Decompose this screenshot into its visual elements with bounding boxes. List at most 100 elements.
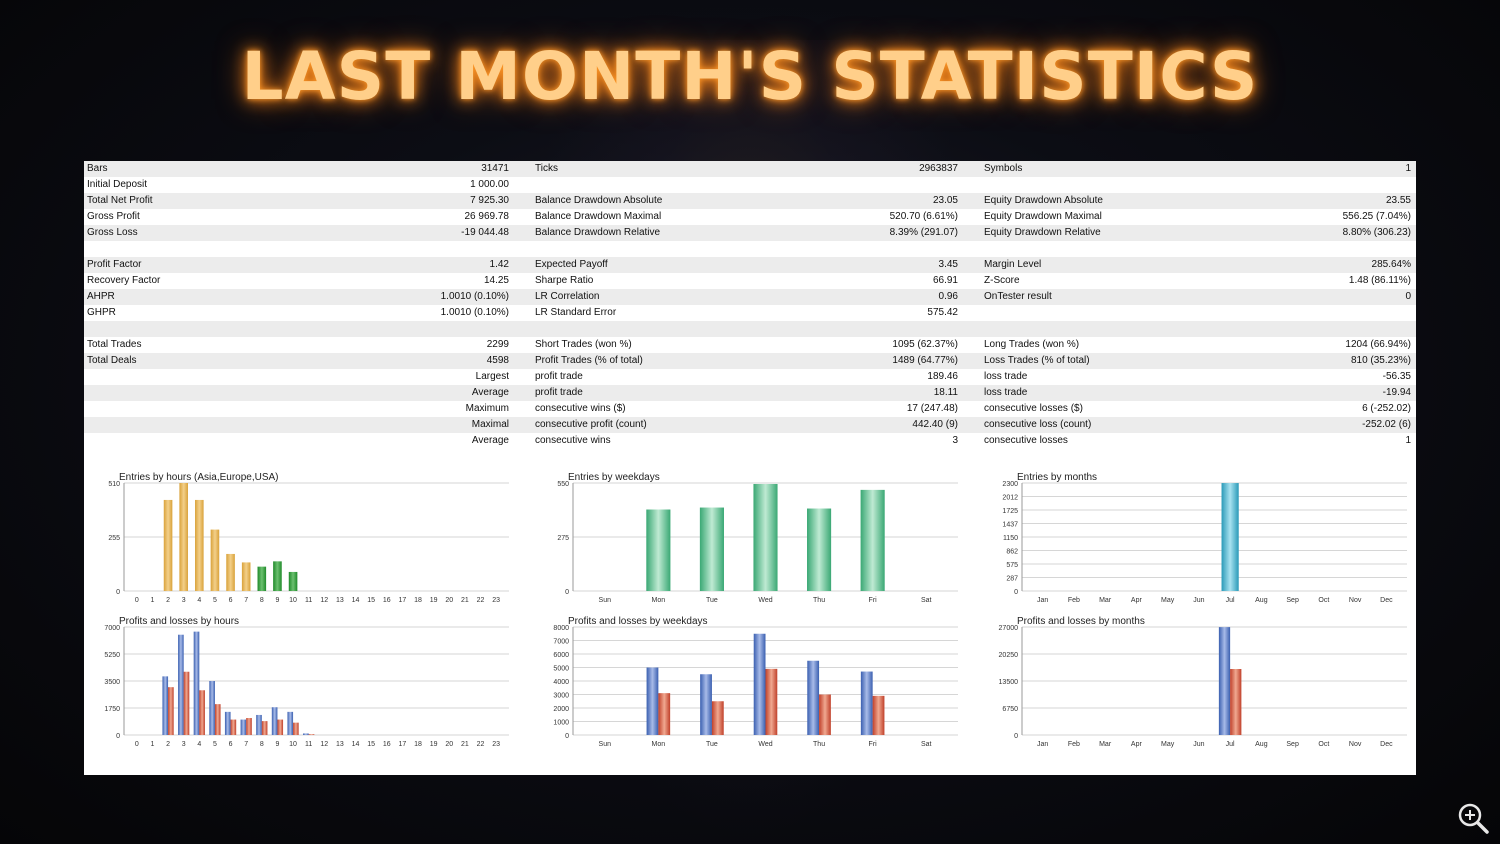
x-tick-label: 0 (135, 741, 139, 748)
x-tick-label: 11 (305, 597, 312, 604)
loss-bar (711, 701, 724, 735)
stat-value: 189.46 (927, 371, 958, 382)
y-tick-label: 13500 (999, 679, 1019, 686)
stat-row (84, 321, 1416, 337)
loss-bar (214, 704, 221, 735)
x-tick-label: Jul (1226, 597, 1235, 604)
stat-row: GHPR 1.0010 (0.10%) LR Standard Error 575.4… (84, 305, 1416, 321)
y-tick-label: 7000 (553, 639, 569, 646)
loss-bar (277, 719, 284, 735)
loss-bar (293, 722, 299, 735)
x-tick-label: Tue (706, 741, 718, 748)
x-tick-label: 12 (320, 741, 328, 748)
chart-title: Entries by weekdays (568, 472, 660, 483)
x-tick-label: Jun (1193, 597, 1204, 604)
loss-bar (872, 695, 885, 735)
stat-value: Largest (475, 371, 509, 382)
stat-value: Maximum (465, 403, 509, 414)
x-tick-label: Sep (1286, 741, 1299, 748)
stat-value: 1 (1405, 435, 1411, 446)
x-tick-label: Thu (813, 597, 825, 604)
stat-label: Gross Loss (87, 227, 138, 238)
stat-label: Initial Deposit (87, 179, 148, 190)
stat-label: consecutive wins (535, 435, 611, 446)
profit-bar (256, 714, 262, 735)
profits-losses-by-months-chart: Profits and losses by months 27000 20250 13… (992, 613, 1416, 753)
stat-value (1184, 243, 1411, 257)
zoom-in-icon[interactable] (1455, 800, 1491, 836)
profit-bar (1218, 627, 1231, 735)
stat-value (304, 323, 509, 337)
x-tick-label: 0 (135, 597, 139, 604)
stat-value: 3 (952, 435, 958, 446)
x-tick-label: Aug (1255, 741, 1268, 748)
profit-bar (287, 711, 294, 735)
strategy-report-panel: Bars 31471 Ticks 2963837 Symbols 1 Initial Dep… (84, 161, 1416, 775)
stat-label: LR Correlation (535, 291, 600, 302)
stat-row: Total Net Profit 7 925.30 Balance Drawdown… (84, 193, 1416, 209)
stat-row: Total Deals 4598 Profit Trades (% of total… (84, 353, 1416, 369)
y-tick-label: 0 (1014, 733, 1018, 740)
stat-value: 1.42 (489, 259, 509, 270)
loss-bar (658, 693, 671, 735)
y-tick-label: 2300 (1002, 481, 1018, 488)
x-tick-label: Jun (1193, 741, 1204, 748)
stat-label: AHPR (87, 291, 115, 302)
stat-value: 17 (247.48) (906, 403, 958, 414)
stat-value: 7 925.30 (470, 195, 509, 206)
stat-row: Initial Deposit 1 000.00 (84, 177, 1416, 193)
y-tick-label: 550 (557, 481, 569, 488)
x-tick-label: 2 (166, 741, 170, 748)
stat-value: 0.96 (938, 291, 958, 302)
stat-label: consecutive loss (count) (984, 419, 1092, 430)
x-tick-label: Jan (1037, 741, 1048, 748)
profit-bar (860, 671, 873, 735)
x-tick-label: 3 (182, 597, 186, 604)
y-tick-label: 2000 (553, 706, 569, 713)
x-tick-label: Thu (813, 741, 825, 748)
x-tick-label: 1 (150, 597, 154, 604)
x-tick-label: 10 (289, 597, 297, 604)
stat-row: Maximal consecutive profit (count) 442.40 … (84, 417, 1416, 433)
y-tick-label: 0 (565, 733, 569, 740)
stat-value: 23.05 (932, 195, 958, 206)
stat-row (84, 241, 1416, 257)
profit-bar (162, 676, 169, 735)
x-tick-label: 23 (492, 597, 500, 604)
bar (860, 489, 885, 591)
y-tick-label: 20250 (999, 652, 1019, 659)
x-tick-label: 19 (430, 597, 438, 604)
stat-value (1184, 179, 1411, 193)
x-tick-label: Nov (1349, 597, 1362, 604)
x-tick-label: Fri (869, 741, 878, 748)
entries-by-weekdays-chart: Entries by weekdays 550 275 0 Sun Mon Tue Wed Th… (543, 469, 968, 609)
x-tick-label: Dec (1380, 741, 1393, 748)
stat-row: Maximum consecutive wins ($) 17 (247.48) co… (84, 401, 1416, 417)
bar (163, 499, 173, 591)
stat-label: consecutive profit (count) (535, 419, 647, 430)
stat-label: Equity Drawdown Relative (984, 227, 1101, 238)
loss-bar (199, 690, 205, 735)
x-tick-label: 22 (477, 597, 485, 604)
x-tick-label: 18 (414, 597, 422, 604)
stat-row: Recovery Factor 14.25 Sharpe Ratio 66.91 Z-S… (84, 273, 1416, 289)
stat-label: Long Trades (won %) (984, 339, 1080, 350)
stat-value: 1 (1405, 163, 1411, 174)
stat-row: Bars 31471 Ticks 2963837 Symbols 1 (84, 161, 1416, 177)
y-tick-label: 8000 (553, 625, 569, 632)
stat-value: 0 (1405, 291, 1411, 302)
chart-svg: Entries by hours (Asia,Europe,USA)510255… (108, 472, 509, 604)
x-tick-label: Jul (1226, 741, 1235, 748)
x-tick-label: Wed (758, 597, 772, 604)
x-tick-label: 10 (289, 741, 297, 748)
profit-bar (753, 633, 766, 735)
y-tick-label: 27000 (999, 625, 1019, 632)
y-tick-label: 5250 (104, 652, 120, 659)
loss-bar (765, 668, 778, 735)
loss-bar (168, 687, 174, 735)
stat-label: loss trade (984, 387, 1028, 398)
x-tick-label: 16 (383, 741, 391, 748)
